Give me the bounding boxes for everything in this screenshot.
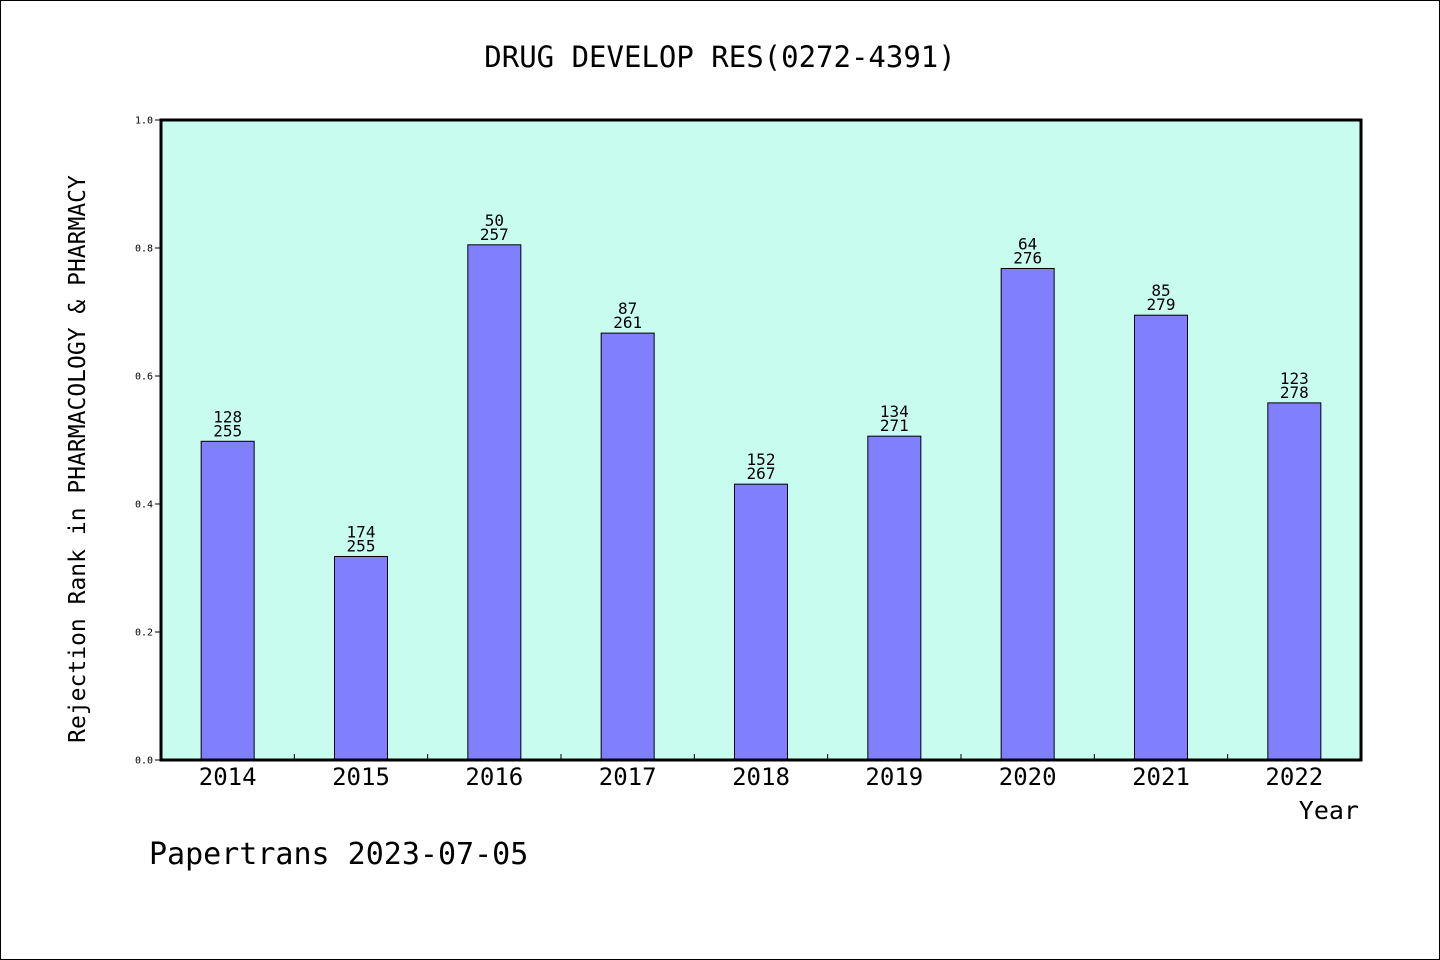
bar-annotation-bottom-2016: 257: [480, 225, 509, 244]
bar-annotation-bottom-2020: 276: [1013, 248, 1042, 267]
bar-2021: [1134, 314, 1188, 761]
bar-annotation-top-2021: 85: [1151, 281, 1170, 300]
x-tick-label-2021: 2021: [1132, 763, 1190, 791]
bar-annotation-top-2014: 128: [213, 407, 242, 426]
bar-2020: [1000, 267, 1055, 761]
y-axis: 0.0 0.2 0.4 0.6 0.8 1.0: [135, 116, 161, 767]
x-axis-label: Year: [1299, 796, 1359, 825]
bar-annotation-bottom-2018: 267: [747, 464, 776, 483]
x-tick-label-2016: 2016: [465, 763, 523, 791]
bars-group: [200, 244, 1322, 761]
y-tick-label-4: 0.8: [135, 244, 153, 255]
bar-2015: [334, 555, 388, 761]
bar-annotation-bottom-2014: 255: [213, 421, 242, 440]
bar-annotation-top-2022: 123: [1280, 369, 1309, 388]
bar-annotations-group: 1282551742555025787261152267134271642768…: [213, 211, 1309, 556]
y-tick-label-2: 0.4: [135, 500, 153, 511]
bar-annotation-bottom-2017: 261: [613, 313, 642, 332]
bar-annotation-top-2018: 152: [747, 450, 776, 469]
bar-2022: [1267, 402, 1322, 761]
bar-annotation-top-2019: 134: [880, 402, 909, 421]
bar-annotation-bottom-2022: 278: [1280, 383, 1309, 402]
x-tick-label-2022: 2022: [1265, 763, 1323, 791]
bar-2016: [467, 244, 522, 761]
x-tick-label-2020: 2020: [999, 763, 1057, 791]
x-tick-label-2015: 2015: [332, 763, 390, 791]
bar-annotation-top-2015: 174: [347, 522, 376, 541]
bar-annotation-top-2017: 87: [618, 299, 637, 318]
x-tick-label-2018: 2018: [732, 763, 790, 791]
x-tick-label-2017: 2017: [599, 763, 657, 791]
bar-annotation-top-2020: 64: [1018, 234, 1037, 253]
y-tick-label-5: 1.0: [135, 116, 153, 127]
bar-annotation-bottom-2015: 255: [347, 536, 376, 555]
x-tick-label-2014: 2014: [199, 763, 257, 791]
bar-annotation-top-2016: 50: [485, 211, 504, 230]
plot-border: [159, 118, 1363, 762]
chart-title: DRUG DEVELOP RES(0272-4391): [484, 40, 955, 74]
bar-annotation-bottom-2019: 271: [880, 416, 909, 435]
y-tick-label-3: 0.6: [135, 372, 153, 383]
x-tick-label-2019: 2019: [865, 763, 923, 791]
bar-2014: [200, 440, 255, 761]
y-axis-label: Rejection Rank in PHARMACOLOGY & PHARMAC…: [65, 175, 91, 743]
bar-2017: [600, 332, 655, 761]
y-tick-label-1: 0.2: [135, 628, 153, 639]
footer-stamp: Papertrans 2023-07-05: [149, 837, 528, 872]
x-axis: 2014 2015 2016 2017 2018 2019 2020 2021 2022: [199, 754, 1323, 791]
y-tick-label-0: 0.0: [135, 756, 153, 767]
bar-2018: [734, 483, 788, 761]
bar-annotation-bottom-2021: 279: [1147, 295, 1176, 314]
bar-2019: [867, 435, 922, 761]
